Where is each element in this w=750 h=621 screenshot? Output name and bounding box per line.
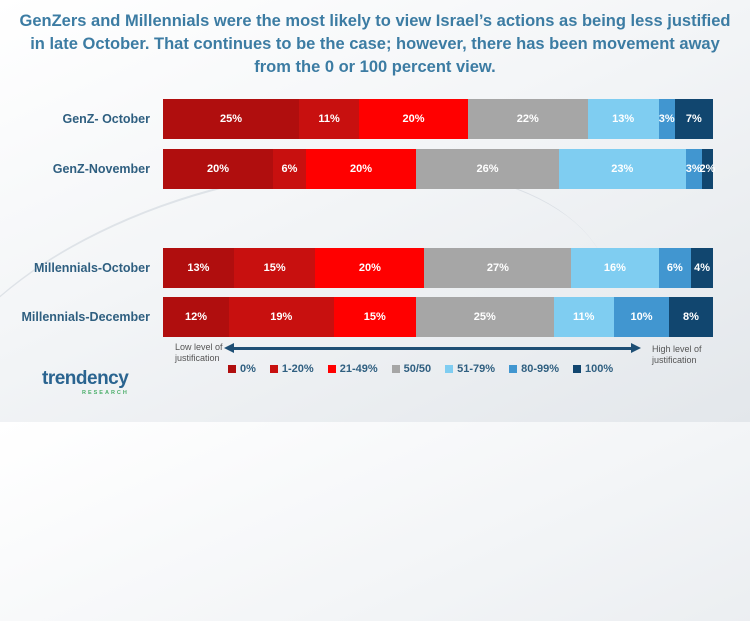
bar-segment: 25% — [163, 99, 300, 139]
legend-label: 1-20% — [281, 363, 314, 375]
legend-item: 21-49% — [327, 363, 378, 375]
axis-note-low: Low level of justification — [175, 342, 223, 363]
data-label: 6% — [281, 163, 298, 175]
data-label: 20% — [402, 113, 425, 125]
data-label: 12% — [184, 311, 208, 323]
bar-segment: 20% — [163, 149, 273, 189]
bar-segment: 7% — [674, 99, 713, 139]
arrow-head-right-icon — [631, 343, 641, 353]
data-label: 25% — [473, 311, 496, 323]
legend-swatch — [573, 365, 581, 373]
bar-segment: 15% — [233, 248, 316, 288]
arrow-head-left-icon — [224, 343, 234, 353]
bar-segment: 20% — [315, 248, 425, 288]
data-label: 6% — [666, 262, 683, 274]
trendency-logo: trendency — [42, 368, 129, 390]
row-label: Millennials-October — [34, 261, 150, 275]
data-label: 25% — [220, 113, 243, 125]
legend-item: 50/50 — [391, 363, 432, 375]
data-label: 26% — [476, 163, 499, 175]
data-label: 10% — [630, 311, 653, 323]
bar-segment: 19% — [229, 297, 334, 337]
data-label: 15% — [263, 262, 286, 274]
logo-text: trendency — [42, 368, 129, 389]
legend-swatch — [327, 365, 336, 373]
stacked-bar: 25% 11% 20% 22% 13% 3% 7% — [163, 99, 713, 139]
legend-label: 51-79% — [457, 363, 496, 375]
data-label: 3% — [658, 113, 675, 125]
bar-segment: 3% — [685, 149, 702, 189]
data-label: 7% — [685, 113, 702, 125]
bar-segment: 8% — [669, 297, 713, 337]
legend-label: 0% — [240, 363, 256, 375]
chart-legend: 0% 1-20% 21-49% 50/50 51-79% 80-99% 100% — [228, 363, 613, 375]
legend-swatch — [228, 365, 236, 373]
data-label: 8% — [683, 311, 699, 323]
bar-segment: 22% — [467, 99, 588, 139]
bar-segment: 13% — [163, 248, 234, 288]
legend-item: 0% — [228, 363, 256, 375]
data-label: 11% — [573, 311, 595, 323]
logo-subtitle: RESEARCH — [82, 390, 129, 396]
bar-segment: 11% — [553, 297, 614, 337]
bar-segment: 27% — [424, 248, 572, 288]
data-label: 11% — [318, 113, 340, 125]
data-label: 20% — [349, 163, 373, 175]
stacked-bar: 13% 15% 20% 27% 16% 6% 4% — [163, 248, 713, 288]
legend-item: 51-79% — [445, 363, 495, 375]
data-label: 4% — [694, 262, 711, 274]
data-label: 19% — [270, 311, 293, 323]
justification-arrow — [233, 347, 631, 350]
bar-segment: 10% — [614, 297, 669, 337]
row-label: Millennials-December — [21, 310, 150, 324]
stacked-bar: 20% 6% 20% 26% 23% 3% 2% — [163, 149, 716, 189]
chart-title: GenZers and Millennials were the most li… — [19, 12, 731, 76]
data-label: 13% — [612, 113, 635, 125]
data-label: 15% — [363, 311, 386, 323]
data-label: 20% — [358, 262, 381, 274]
bar-segment: 16% — [571, 248, 659, 288]
row-label: GenZ- October — [62, 112, 150, 126]
data-label: 3% — [685, 163, 702, 175]
data-label: 13% — [187, 262, 210, 274]
data-label: 23% — [611, 163, 634, 175]
data-label: 16% — [603, 262, 626, 274]
bar-segment: 23% — [559, 149, 686, 189]
legend-swatch — [445, 365, 454, 373]
bar-segment: 12% — [163, 297, 229, 337]
bar-segment: 4% — [691, 248, 713, 288]
row-label: GenZ-November — [52, 162, 150, 176]
bar-segment: 26% — [416, 149, 559, 189]
bar-segment: 25% — [416, 297, 554, 337]
data-label: 22% — [516, 113, 539, 125]
legend-item: 80-99% — [509, 363, 559, 375]
legend-item: 1-20% — [269, 363, 314, 375]
data-label: 27% — [486, 262, 509, 274]
bar-segment: 2% — [699, 149, 716, 189]
bar-segment: 6% — [273, 149, 306, 189]
bar-segment: 15% — [333, 297, 416, 337]
data-label: 2% — [699, 163, 716, 175]
legend-item: 100% — [573, 363, 613, 375]
bar-segment: 13% — [587, 99, 659, 139]
legend-label: 50/50 — [403, 363, 432, 375]
bar-segment: 20% — [306, 149, 416, 189]
bar-segment: 20% — [359, 99, 468, 139]
legend-swatch — [509, 365, 518, 373]
bar-segment: 11% — [299, 99, 360, 139]
bar-segment: 3% — [658, 99, 675, 139]
bar-segment: 6% — [658, 248, 692, 288]
legend-swatch — [269, 365, 278, 373]
legend-label: 80-99% — [521, 363, 559, 375]
axis-note-high: High level of justification — [652, 344, 702, 365]
legend-swatch — [391, 365, 400, 373]
legend-label: 100% — [585, 363, 614, 375]
data-label: 20% — [206, 163, 230, 175]
stacked-bar: 12% 19% 15% 25% 11% 10% 8% — [163, 297, 713, 337]
legend-label: 21-49% — [339, 363, 378, 375]
